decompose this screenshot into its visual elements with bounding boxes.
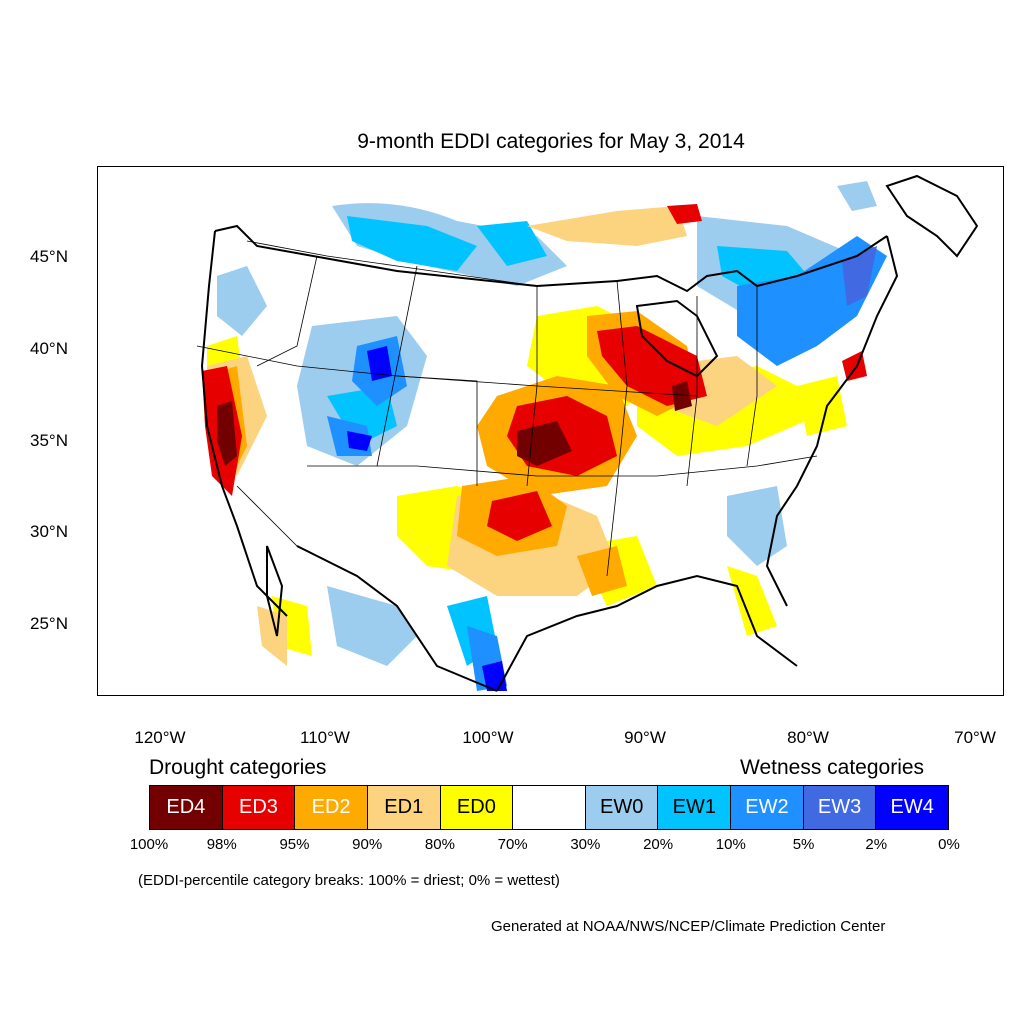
legend-break-label: 30% bbox=[570, 836, 601, 853]
lon-label-100: 100°W bbox=[462, 728, 514, 747]
legend-swatch-ew1: EW1 bbox=[658, 786, 732, 829]
legend-break-label: 95% bbox=[279, 836, 310, 853]
legend-swatch-ew4: EW4 bbox=[876, 786, 949, 829]
map-border bbox=[97, 166, 1004, 696]
legend-break-label: 90% bbox=[352, 836, 383, 853]
legend-swatch-ew0: EW0 bbox=[585, 786, 659, 829]
lon-label-80: 80°W bbox=[787, 728, 829, 747]
legend-swatch-ed0: ED0 bbox=[440, 786, 514, 829]
legend-swatch-neutral bbox=[513, 786, 586, 829]
legend-break-label: 5% bbox=[792, 836, 815, 853]
legend-swatch-ed4: ED4 bbox=[150, 786, 223, 829]
map-canvas bbox=[97, 166, 1004, 696]
legend-break-label: 80% bbox=[424, 836, 455, 853]
legend-break-label: 98% bbox=[206, 836, 237, 853]
legend-swatch-ew3: EW3 bbox=[803, 786, 877, 829]
legend-swatch-ed3: ED3 bbox=[222, 786, 296, 829]
lat-label-30: 30°N bbox=[30, 522, 68, 541]
drought-categories-heading: Drought categories bbox=[149, 756, 327, 779]
credit-line: Generated at NOAA/NWS/NCEP/Climate Predi… bbox=[491, 918, 886, 935]
legend-break-label: 10% bbox=[715, 836, 746, 853]
legend-swatch-ew2: EW2 bbox=[731, 786, 804, 829]
legend-break-label: 0% bbox=[938, 836, 960, 853]
legend-break-label: 2% bbox=[865, 836, 888, 853]
legend-note: (EDDI-percentile category breaks: 100% =… bbox=[138, 872, 560, 889]
legend-swatch-ed1: ED1 bbox=[367, 786, 441, 829]
lon-label-120: 120°W bbox=[134, 728, 186, 747]
legend-swatch-ed2: ED2 bbox=[295, 786, 368, 829]
wetness-categories-heading: Wetness categories bbox=[740, 756, 925, 779]
lon-label-110: 110°W bbox=[300, 728, 350, 747]
legend-break-label: 70% bbox=[497, 836, 528, 853]
state-boundaries bbox=[196, 240, 818, 607]
coastlines bbox=[200, 174, 979, 692]
ed4-areas bbox=[217, 381, 692, 466]
eddi-map bbox=[97, 166, 1004, 696]
lat-label-35: 35°N bbox=[30, 431, 68, 450]
lon-label-90: 90°W bbox=[624, 728, 666, 747]
lat-label-45: 45°N bbox=[30, 247, 68, 266]
legend-break-label: 20% bbox=[643, 836, 674, 853]
legend-color-bar: ED4 ED3 ED2 ED1 ED0 EW0 EW1 EW2 EW3 EW4 bbox=[149, 785, 949, 830]
legend-break-label: 100% bbox=[129, 836, 169, 853]
lat-label-40: 40°N bbox=[30, 339, 68, 358]
lat-label-25: 25°N bbox=[30, 614, 68, 633]
map-title: 9-month EDDI categories for May 3, 2014 bbox=[357, 130, 745, 153]
lon-label-70: 70°W bbox=[954, 728, 996, 747]
